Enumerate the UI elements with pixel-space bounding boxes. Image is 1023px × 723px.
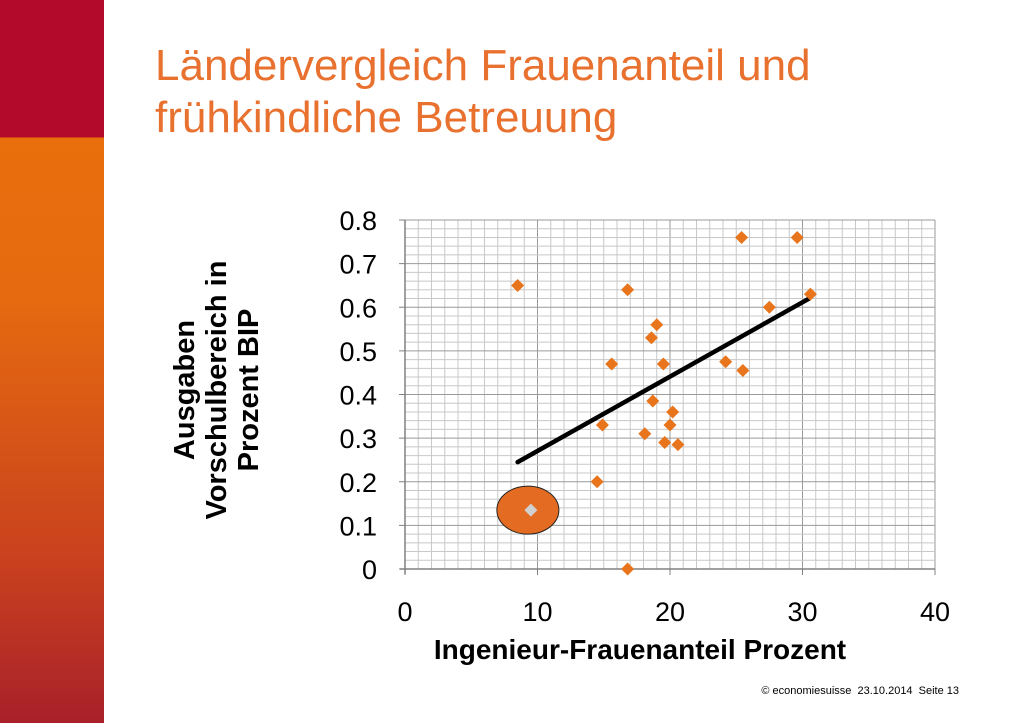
data-point	[790, 230, 804, 244]
footer-date: 23.10.2014	[857, 685, 913, 697]
highlighted-data-point	[524, 503, 538, 517]
y-tick-label: 0.7	[339, 250, 377, 280]
y-tick-label: 0.5	[339, 337, 377, 367]
y-tick-label: 0.6	[339, 293, 377, 323]
sidebar-decoration	[0, 0, 104, 723]
data-point	[666, 405, 680, 419]
data-point	[803, 287, 817, 301]
x-axis-label: Ingenieur-Frauenanteil Prozent	[433, 634, 847, 665]
x-tick-label: 20	[655, 597, 685, 627]
x-tick-label: 30	[787, 597, 817, 627]
footer-copyright: © economiesuisse	[761, 685, 852, 697]
x-tick-label: 10	[522, 597, 552, 627]
data-point	[511, 278, 525, 292]
data-point	[621, 562, 635, 576]
grid	[404, 219, 936, 570]
y-axis-label: Ausgaben Vorschulbereich in Prozent BIP	[150, 220, 285, 560]
trendline	[515, 296, 812, 465]
x-tick-label: 0	[397, 597, 412, 627]
data-point	[719, 355, 733, 369]
slide-title-line2: frühkindliche Betreuung	[155, 93, 618, 142]
data-point	[735, 230, 749, 244]
y-axis-label-text: Ausgaben Vorschulbereich in Prozent BIP	[169, 260, 265, 520]
data-point	[663, 418, 677, 432]
y-tick-label: 0.3	[339, 424, 377, 454]
footer: © economiesuisse 23.10.2014 Seite 13	[758, 685, 959, 697]
y-tick-label: 0.4	[339, 381, 377, 411]
footer-page: Seite 13	[918, 685, 959, 697]
slide-title: Ländervergleich Frauenanteil und frühkin…	[155, 40, 975, 144]
data-point	[644, 331, 658, 345]
data-point	[650, 318, 664, 332]
data-point	[595, 418, 609, 432]
data-point	[656, 357, 670, 371]
data-point	[621, 283, 635, 297]
y-tick-label: 0	[362, 555, 377, 585]
y-tick-label: 0.8	[339, 206, 377, 236]
data-point	[590, 475, 604, 489]
data-point	[646, 394, 660, 408]
data-point	[762, 300, 776, 314]
slide-title-line1: Ländervergleich Frauenanteil und	[155, 41, 811, 90]
x-tick-label: 40	[920, 597, 950, 627]
y-tick-label: 0.2	[339, 468, 377, 498]
data-point	[638, 427, 652, 441]
data-point	[658, 435, 672, 449]
data-point	[736, 364, 750, 378]
data-point	[671, 438, 685, 452]
y-tick-label: 0.1	[339, 511, 377, 541]
data-point	[605, 357, 619, 371]
